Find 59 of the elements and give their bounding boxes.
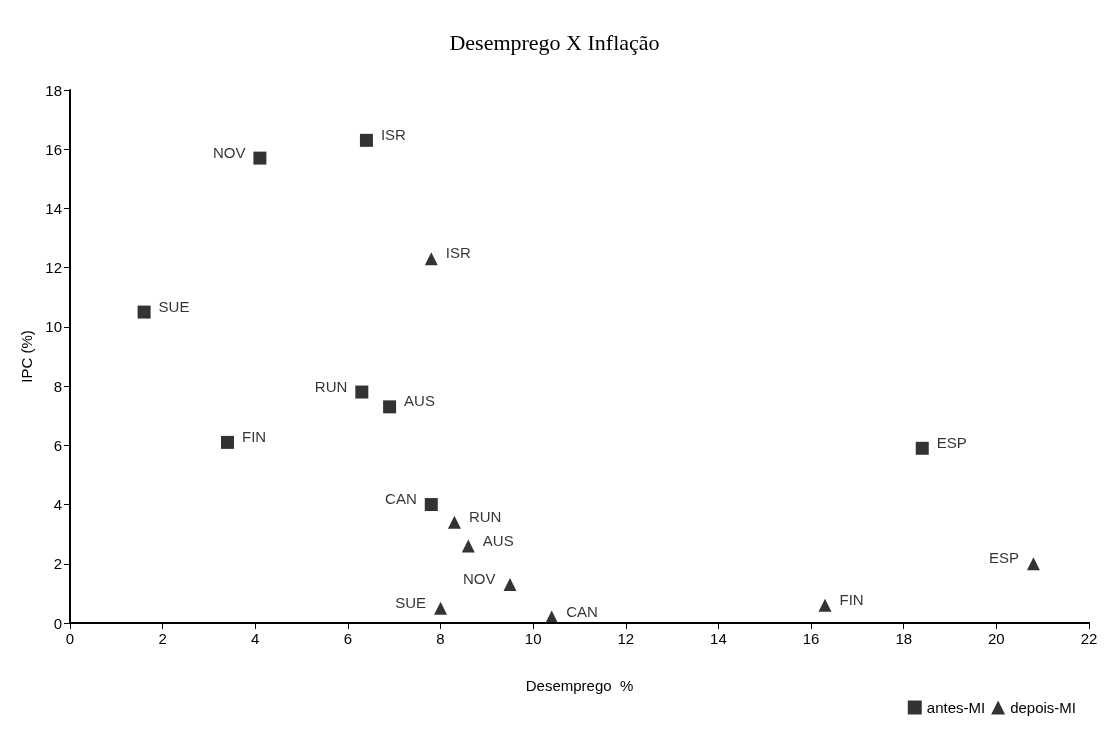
y-tick-label: 12	[45, 259, 62, 277]
point	[503, 578, 517, 592]
x-tick-label: 16	[802, 630, 820, 647]
data-label: AUS	[404, 392, 435, 410]
data-label: ISR	[380, 125, 407, 143]
data-label: CAN	[566, 602, 598, 620]
point	[447, 515, 461, 529]
x-tick-label: 18	[895, 630, 913, 647]
y-axis-title: IPC (%)	[18, 330, 36, 383]
y-tick-label: 18	[45, 81, 62, 99]
data-label: NOV	[212, 143, 246, 161]
point	[137, 305, 151, 319]
point	[383, 400, 397, 414]
data-label: FIN	[241, 427, 267, 445]
data-label: NOV	[463, 570, 496, 588]
x-tick-label: 14	[710, 630, 727, 647]
point	[461, 539, 475, 553]
x-tick-label: 8	[436, 630, 445, 647]
data-label: ISR	[445, 244, 471, 262]
x-axis-title: Desemprego %	[525, 677, 634, 694]
data-label: FIN	[839, 590, 864, 608]
point	[545, 610, 559, 624]
point	[220, 435, 234, 449]
y-tick-label: 2	[53, 555, 62, 573]
data-label: ESP	[936, 433, 967, 451]
point	[434, 601, 448, 615]
point	[424, 498, 438, 512]
x-tick-label: 22	[1080, 630, 1098, 647]
data-label: RUN	[314, 377, 348, 395]
point	[253, 151, 267, 165]
y-tick-label: 8	[53, 377, 62, 395]
data-label: ESP	[988, 549, 1019, 567]
data-label: RUN	[468, 507, 502, 525]
y-tick-label: 6	[53, 436, 62, 454]
point	[915, 441, 929, 455]
x-tick-label: 4	[251, 630, 260, 647]
data-label: CAN	[385, 490, 417, 508]
x-tick-label: 2	[158, 630, 167, 647]
y-tick-label: 10	[45, 318, 62, 336]
point	[355, 385, 369, 399]
y-tick-label: 16	[45, 140, 62, 158]
point	[424, 252, 438, 266]
y-tick-label: 0	[53, 614, 62, 632]
legend-label: depois-MI	[1010, 699, 1076, 716]
chart-title: Desemprego X Inflação	[449, 29, 660, 55]
data-label: AUS	[482, 531, 514, 549]
x-tick-label: 10	[524, 630, 542, 647]
legend-label: antes-MI	[926, 699, 986, 716]
x-tick-label: 20	[988, 630, 1005, 647]
point	[1026, 557, 1040, 571]
x-tick-label: 12	[617, 630, 635, 647]
data-label: SUE	[395, 593, 427, 611]
data-label: SUE	[158, 297, 190, 315]
y-tick-label: 14	[45, 199, 62, 217]
y-tick-label: 4	[53, 496, 62, 514]
x-tick-label: 0	[65, 630, 75, 647]
point	[818, 598, 832, 612]
point	[359, 133, 373, 147]
x-tick-label: 6	[343, 630, 353, 647]
